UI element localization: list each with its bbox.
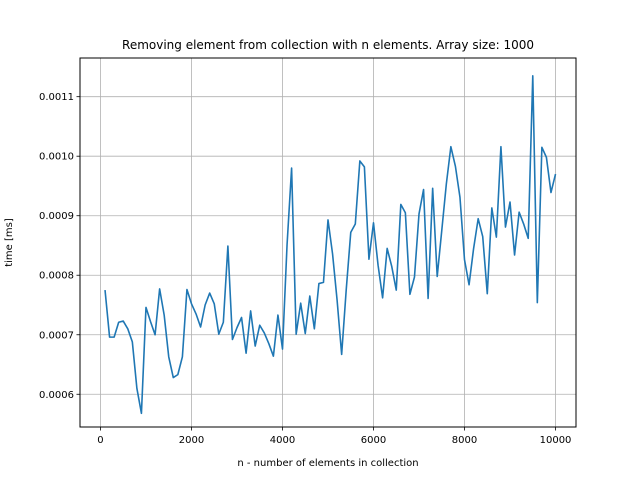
y-tick-label: 0.0009 <box>39 211 74 222</box>
chart-title: Removing element from collection with n … <box>122 38 534 52</box>
y-tick-label: 0.0008 <box>39 271 74 282</box>
y-tick-label: 0.0011 <box>39 92 74 103</box>
x-axis-label: n - number of elements in collection <box>237 458 418 469</box>
y-axis-label: time [ms] <box>4 218 15 267</box>
x-tick-label: 6000 <box>361 435 386 446</box>
x-tick-label: 0 <box>97 435 103 446</box>
y-tick-label: 0.0006 <box>39 390 74 401</box>
x-tick-label: 10000 <box>540 435 572 446</box>
plot-frame <box>79 57 577 428</box>
x-tick-label: 4000 <box>270 435 295 446</box>
x-tick-label: 2000 <box>179 435 204 446</box>
y-tick-label: 0.0007 <box>39 330 74 341</box>
series-line <box>104 75 557 415</box>
series-layer <box>104 75 557 415</box>
x-tick-label: 8000 <box>452 435 477 446</box>
axis-ticks: 0 2000 4000 6000 8000 10000 0.0006 0.0007 0.0008… <box>39 92 571 446</box>
y-tick-label: 0.0010 <box>39 152 74 163</box>
